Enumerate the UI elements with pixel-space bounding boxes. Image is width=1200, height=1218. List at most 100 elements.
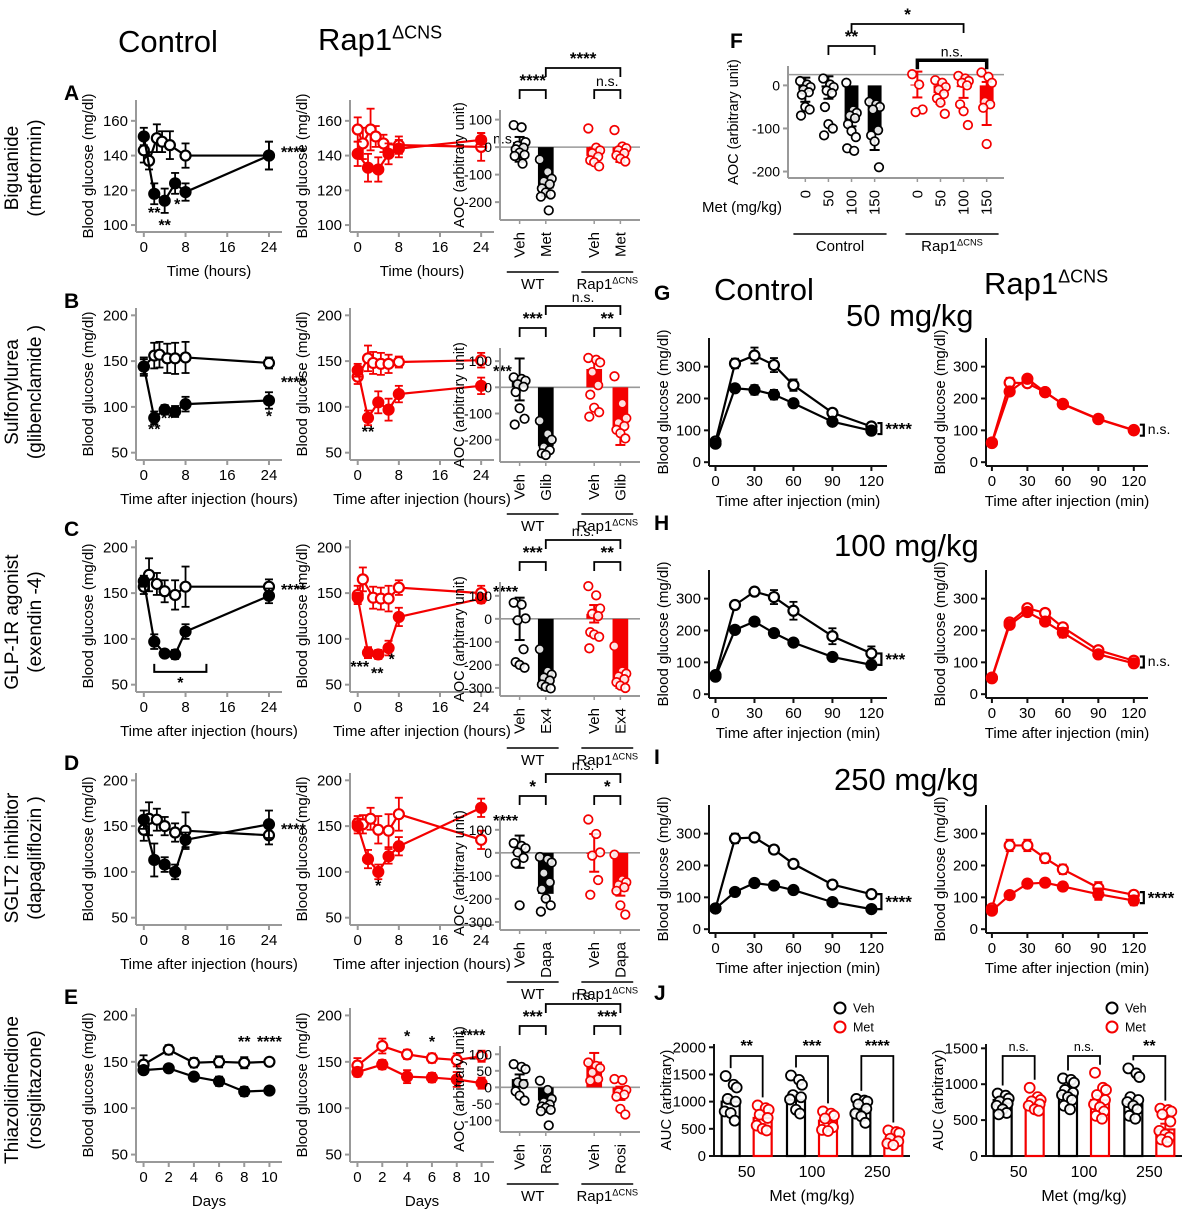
svg-text:n.s.: n.s. [1009, 1040, 1029, 1054]
svg-text:16: 16 [219, 239, 236, 256]
svg-text:300: 300 [953, 359, 978, 376]
svg-text:0: 0 [909, 190, 926, 198]
svg-text:Veh: Veh [512, 474, 529, 500]
row-label-line2: (rosiglitazone) [25, 1030, 46, 1150]
svg-text:30: 30 [746, 705, 763, 722]
svg-text:300: 300 [676, 591, 701, 608]
svg-text:100: 100 [469, 588, 493, 604]
svg-text:16: 16 [432, 932, 449, 949]
row-label-line2: (dapagliflozin ) [25, 796, 46, 920]
rap1-base: Rap1 [984, 266, 1059, 301]
svg-text:120: 120 [859, 940, 884, 957]
rap1-sup: ΔCNS [1058, 266, 1109, 287]
svg-text:120: 120 [1121, 940, 1146, 957]
svg-text:***: *** [493, 364, 512, 381]
svg-text:Dapa: Dapa [612, 941, 629, 978]
svg-text:Blood glucose (mg/dl): Blood glucose (mg/dl) [294, 543, 311, 688]
panel-g-control-line-chart: 0 100 200 300 0 30 60 90 120 Time after injection… [655, 329, 931, 510]
svg-text:AUC (arbitrary): AUC (arbitrary) [658, 1050, 675, 1151]
row-label-line1: Thiazolidinedione [2, 1016, 23, 1164]
svg-text:100: 100 [469, 1046, 493, 1062]
svg-text:*: * [375, 878, 382, 895]
svg-text:AOC (arbitrary unit): AOC (arbitrary unit) [452, 576, 468, 702]
svg-text:Blood glucose (mg/dl): Blood glucose (mg/dl) [655, 329, 672, 474]
svg-text:****: **** [460, 1027, 486, 1044]
svg-text:150: 150 [317, 585, 342, 602]
panel-a-rap1-line-chart: 100 120 140 160 0 8 16 24 Time (hours) Blood gluc… [294, 92, 524, 280]
svg-text:Rap1ΔCNS: Rap1ΔCNS [576, 1187, 638, 1205]
row-label-line1: SGLT2 inhibitor [2, 792, 23, 924]
svg-text:30: 30 [746, 473, 763, 490]
svg-text:8: 8 [181, 239, 189, 256]
svg-text:0: 0 [484, 139, 492, 155]
I2-svg: 0 100 200 300 0 30 60 90 120 Time after injection… [932, 796, 1175, 977]
C1-svg: 50 100 150 200 0 8 16 24 Time after injection (h… [80, 539, 307, 740]
panel-letter-a: A [64, 82, 80, 105]
svg-text:8: 8 [453, 1169, 461, 1186]
svg-text:Blood glucose (mg/dl): Blood glucose (mg/dl) [294, 1012, 311, 1157]
svg-text:4: 4 [190, 1169, 198, 1186]
svg-text:**: ** [740, 1038, 753, 1055]
svg-text:****: **** [281, 821, 307, 838]
svg-text:100: 100 [317, 217, 342, 234]
svg-text:Time after injection (min): Time after injection (min) [985, 960, 1150, 977]
svg-text:100: 100 [844, 190, 861, 215]
svg-text:****: **** [885, 893, 912, 912]
svg-text:8: 8 [240, 1169, 248, 1186]
svg-text:1000: 1000 [945, 1076, 978, 1093]
C2-svg: 50 100 150 200 0 8 16 24 Time after injection (h… [294, 539, 519, 740]
svg-text:16: 16 [432, 467, 449, 484]
svg-text:Rap1ΔCNS: Rap1ΔCNS [576, 517, 638, 535]
svg-text:**: ** [158, 217, 171, 234]
svg-text:4: 4 [403, 1169, 411, 1186]
svg-text:n.s.: n.s. [941, 43, 964, 59]
svg-text:16: 16 [432, 699, 449, 716]
svg-text:100: 100 [317, 864, 342, 881]
svg-text:90: 90 [1090, 473, 1107, 490]
rap1-sup: ΔCNS [392, 22, 443, 43]
svg-text:0: 0 [140, 467, 148, 484]
svg-text:30: 30 [746, 940, 763, 957]
svg-text:0: 0 [698, 1148, 706, 1165]
svg-text:n.s.: n.s. [572, 757, 595, 773]
svg-text:Days: Days [405, 1193, 439, 1210]
svg-text:Veh: Veh [1125, 1002, 1147, 1016]
svg-text:0: 0 [988, 940, 996, 957]
svg-text:0: 0 [970, 921, 978, 938]
svg-text:Blood glucose (mg/dl): Blood glucose (mg/dl) [80, 311, 97, 456]
svg-text:200: 200 [317, 1007, 342, 1024]
svg-text:Blood glucose (mg/dl): Blood glucose (mg/dl) [80, 1012, 97, 1157]
svg-text:*: * [266, 409, 273, 426]
svg-text:****: **** [257, 1034, 283, 1051]
svg-text:8: 8 [181, 699, 189, 716]
svg-text:Ex4: Ex4 [612, 708, 629, 734]
panel-letter-b: B [64, 290, 80, 313]
panel-letter-f: F [730, 30, 743, 53]
svg-text:8: 8 [395, 699, 403, 716]
svg-text:0: 0 [354, 699, 362, 716]
svg-text:Blood glucose (mg/dl): Blood glucose (mg/dl) [80, 543, 97, 688]
row-label-line2: (metformin) [25, 119, 46, 217]
svg-text:100: 100 [469, 353, 493, 369]
svg-text:0: 0 [354, 467, 362, 484]
svg-text:250: 250 [864, 1164, 891, 1181]
svg-text:0: 0 [693, 686, 701, 703]
svg-text:AOC (arbitrary unit): AOC (arbitrary unit) [452, 342, 468, 468]
svg-text:120: 120 [859, 473, 884, 490]
panel-d-control-line-chart: 50 100 150 200 0 8 16 24 Time after injection (h… [80, 765, 312, 973]
svg-text:24: 24 [473, 239, 490, 256]
svg-text:Blood glucose (mg/dl): Blood glucose (mg/dl) [294, 93, 311, 238]
svg-text:90: 90 [824, 705, 841, 722]
svg-text:Glib: Glib [538, 474, 555, 501]
svg-text:100: 100 [103, 1100, 128, 1117]
svg-text:0: 0 [797, 190, 814, 198]
svg-text:Veh: Veh [586, 942, 603, 968]
svg-text:16: 16 [219, 932, 236, 949]
svg-text:200: 200 [953, 622, 978, 639]
svg-text:150: 150 [979, 190, 996, 215]
svg-text:0: 0 [988, 705, 996, 722]
svg-text:Veh: Veh [586, 1144, 603, 1170]
svg-text:100: 100 [953, 889, 978, 906]
svg-text:n.s.: n.s. [572, 523, 595, 539]
